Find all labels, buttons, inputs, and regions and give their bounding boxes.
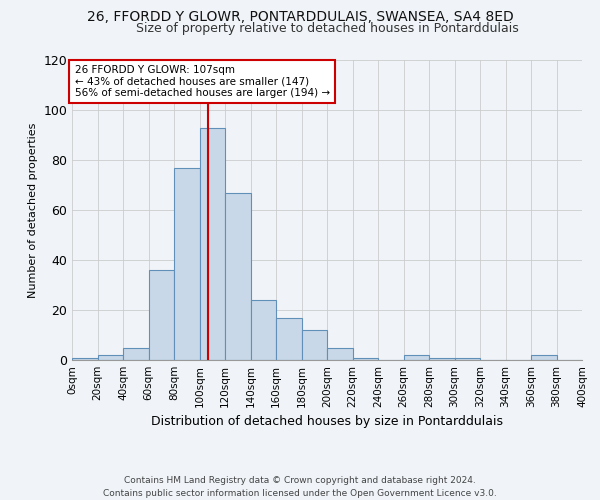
Text: 26, FFORDD Y GLOWR, PONTARDDULAIS, SWANSEA, SA4 8ED: 26, FFORDD Y GLOWR, PONTARDDULAIS, SWANS… — [86, 10, 514, 24]
Text: 26 FFORDD Y GLOWR: 107sqm
← 43% of detached houses are smaller (147)
56% of semi: 26 FFORDD Y GLOWR: 107sqm ← 43% of detac… — [74, 65, 329, 98]
Bar — [225, 192, 251, 360]
Text: Contains HM Land Registry data © Crown copyright and database right 2024.
Contai: Contains HM Land Registry data © Crown c… — [103, 476, 497, 498]
Bar — [353, 358, 378, 360]
Bar — [199, 128, 225, 360]
Bar — [455, 358, 480, 360]
Bar — [276, 318, 302, 360]
Bar — [531, 355, 557, 360]
X-axis label: Distribution of detached houses by size in Pontarddulais: Distribution of detached houses by size … — [151, 415, 503, 428]
Bar — [429, 358, 455, 360]
Bar — [123, 348, 149, 360]
Bar — [97, 355, 123, 360]
Title: Size of property relative to detached houses in Pontarddulais: Size of property relative to detached ho… — [136, 22, 518, 35]
Bar — [302, 330, 327, 360]
Bar — [404, 355, 429, 360]
Bar — [251, 300, 276, 360]
Bar — [327, 348, 353, 360]
Bar — [72, 358, 97, 360]
Bar — [149, 270, 174, 360]
Y-axis label: Number of detached properties: Number of detached properties — [28, 122, 38, 298]
Bar — [174, 168, 199, 360]
